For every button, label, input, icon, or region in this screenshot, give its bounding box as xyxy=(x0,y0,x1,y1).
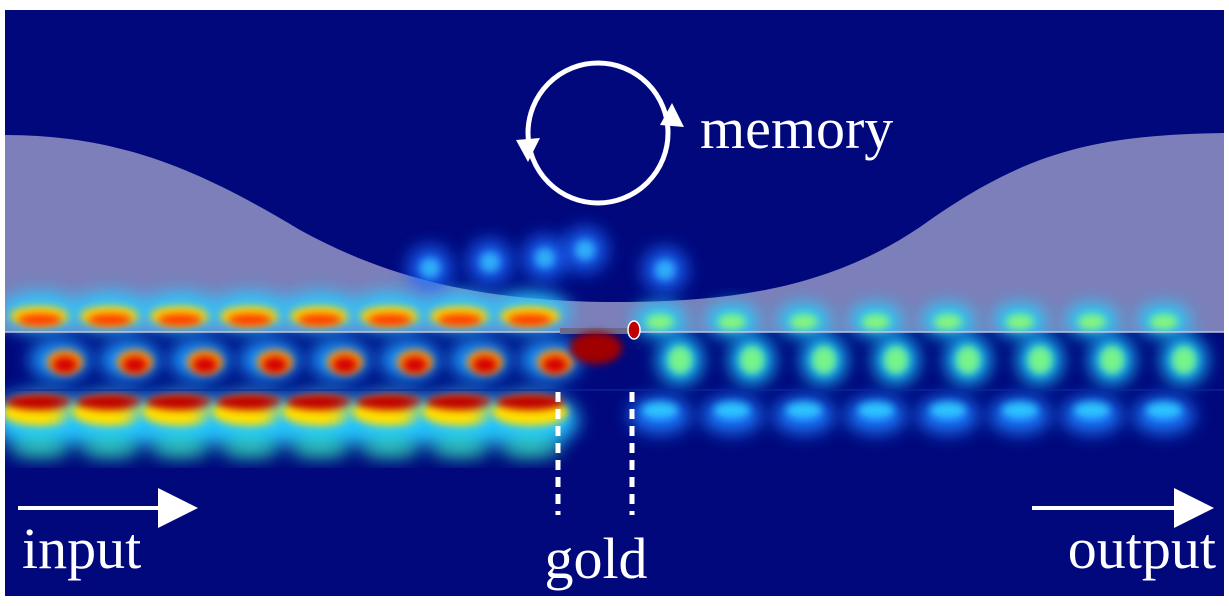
field-blob xyxy=(1028,346,1052,374)
field-blob xyxy=(543,357,567,373)
field-blob xyxy=(718,314,746,330)
field-blob xyxy=(53,357,77,373)
field-blob xyxy=(430,438,490,458)
field-blob xyxy=(123,357,147,373)
field-blob xyxy=(812,346,836,374)
field-blob xyxy=(1074,402,1110,418)
field-blob xyxy=(6,394,74,410)
field-blob xyxy=(420,258,440,278)
field-blob xyxy=(80,438,140,458)
field-blob xyxy=(1078,314,1106,330)
field-blob xyxy=(333,357,357,373)
field-blob xyxy=(146,394,214,410)
figure: memory input gold output xyxy=(0,0,1229,606)
field-blob xyxy=(473,357,497,373)
field-blob xyxy=(480,252,500,272)
field-blob xyxy=(646,314,674,330)
field-blob xyxy=(956,346,980,374)
field-blob xyxy=(1150,314,1178,330)
field-blob xyxy=(403,357,427,373)
field-blob xyxy=(228,314,272,326)
field-blob xyxy=(1146,402,1182,418)
field-blob xyxy=(286,394,354,410)
field-blob xyxy=(298,314,342,326)
field-plot: memory input gold output xyxy=(0,10,1224,596)
memory-label: memory xyxy=(700,96,893,161)
field-blob xyxy=(575,240,595,260)
field-blob xyxy=(786,402,822,418)
field-blob xyxy=(426,394,494,410)
field-blob xyxy=(263,357,287,373)
field-blob xyxy=(88,314,132,326)
field-blob xyxy=(1100,346,1124,374)
field-blob xyxy=(714,402,750,418)
input-label: input xyxy=(22,516,141,581)
field-blob xyxy=(158,314,202,326)
field-blob xyxy=(76,394,144,410)
field-blob xyxy=(193,357,217,373)
field-blob xyxy=(150,438,210,458)
field-blob xyxy=(438,314,482,326)
field-blob xyxy=(216,394,284,410)
field-blob xyxy=(790,314,818,330)
page: {"labels": {"memory": "memory", "input":… xyxy=(0,0,1229,606)
field-blob xyxy=(496,394,564,410)
field-blob xyxy=(930,402,966,418)
field-blob xyxy=(220,438,280,458)
field-blob xyxy=(356,394,424,410)
field-blob xyxy=(500,438,560,458)
field-blob xyxy=(368,314,412,326)
field-blob xyxy=(1172,346,1196,374)
gold-hotspot xyxy=(628,321,640,339)
field-blob xyxy=(1002,402,1038,418)
field-blob xyxy=(1006,314,1034,330)
field-blob xyxy=(862,314,890,330)
field-blob xyxy=(642,402,678,418)
field-blob xyxy=(360,438,420,458)
field-blob xyxy=(858,402,894,418)
field-blob xyxy=(668,346,692,374)
field-blob xyxy=(290,438,350,458)
gold-hotspot xyxy=(570,332,622,364)
field-blob xyxy=(535,248,555,268)
field-blob xyxy=(18,314,62,326)
output-label: output xyxy=(1068,516,1216,581)
gold-label: gold xyxy=(544,526,647,591)
field-blob xyxy=(508,314,552,326)
field-blob xyxy=(655,260,675,280)
field-blob xyxy=(740,346,764,374)
field-blob xyxy=(884,346,908,374)
field-blob xyxy=(934,314,962,330)
field-blob xyxy=(10,438,70,458)
